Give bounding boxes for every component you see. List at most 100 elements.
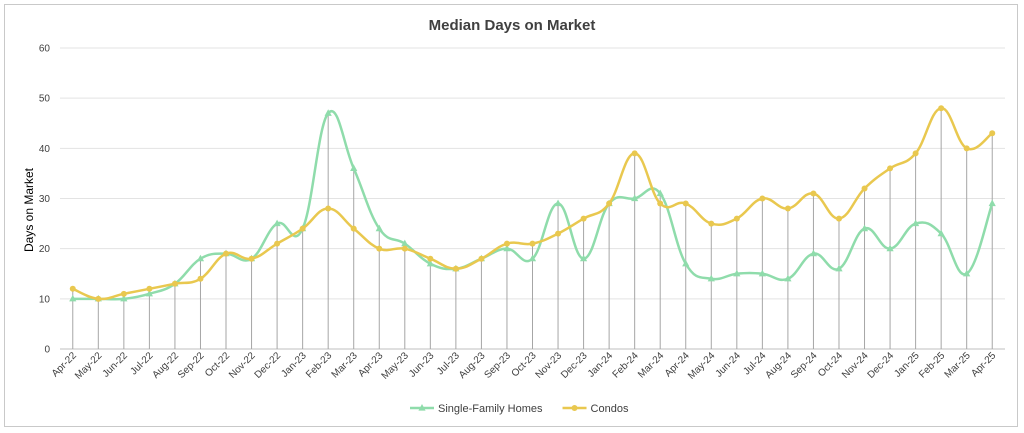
y-axis-ticks: 0 10 20 30 40 50 60	[39, 44, 51, 356]
data-point-single-family-homes	[912, 219, 920, 227]
data-point-single-family-homes	[375, 224, 383, 232]
chart-title: Median Days on Market	[429, 17, 596, 34]
data-point-single-family-homes	[426, 259, 434, 267]
x-tick-label: May-23	[380, 350, 412, 382]
data-point-condos	[733, 215, 740, 222]
y-axis-label: Days on Market	[22, 167, 36, 252]
data-point-single-family-homes	[350, 164, 358, 171]
data-point-condos	[376, 245, 383, 252]
data-point-condos	[912, 150, 919, 157]
data-point-condos	[350, 225, 357, 232]
data-point-single-family-homes	[758, 269, 766, 277]
data-point-condos	[835, 215, 842, 222]
data-point-condos	[989, 130, 996, 137]
data-point-condos	[682, 200, 689, 207]
x-tick-label: Nov-24	[840, 350, 871, 381]
data-point-condos	[452, 265, 459, 272]
data-point-single-family-homes	[707, 274, 715, 282]
data-point-single-family-homes	[196, 254, 205, 262]
data-point-single-family-homes	[145, 289, 153, 297]
data-point-condos	[631, 150, 638, 157]
data-point-condos	[69, 285, 76, 292]
data-point-condos	[120, 290, 127, 297]
data-point-single-family-homes	[809, 249, 818, 257]
data-point-condos	[223, 250, 230, 257]
data-point-single-family-homes	[631, 194, 639, 202]
x-tick-label: Jan-23	[279, 350, 309, 380]
data-point-condos	[529, 240, 536, 247]
data-point-condos	[708, 220, 715, 227]
data-point-condos	[887, 165, 894, 172]
y-tick-label: 20	[39, 244, 51, 255]
x-tick-label: Feb-24	[611, 350, 641, 380]
chart-frame	[4, 4, 1018, 427]
x-tick-label: Sep-24	[789, 350, 820, 381]
legend-label: Condos	[591, 403, 629, 415]
data-point-condos	[325, 205, 332, 212]
y-tick-label: 40	[39, 144, 51, 155]
data-point-condos	[606, 200, 613, 207]
data-point-single-family-homes	[120, 294, 128, 302]
drop-lines	[72, 108, 993, 349]
y-tick-label: 30	[39, 194, 51, 205]
x-tick-label: May-24	[686, 350, 718, 382]
legend: Single-Family Homes Condos	[410, 403, 629, 415]
data-point-condos	[861, 185, 868, 192]
x-tick-label: Sep-23	[482, 350, 513, 381]
y-tick-label: 50	[39, 94, 51, 105]
x-tick-label: Feb-25	[917, 350, 947, 380]
data-point-single-family-homes	[656, 189, 664, 197]
x-axis-ticks: Apr-22May-22Jun-22Jul-22Aug-22Sep-22Oct-…	[50, 350, 999, 382]
data-point-single-family-homes	[579, 254, 588, 262]
legend-marker	[418, 404, 426, 411]
data-point-condos	[503, 240, 510, 247]
data-point-single-family-homes	[554, 199, 562, 207]
data-point-single-family-homes	[860, 224, 869, 232]
data-point-condos	[197, 275, 204, 282]
x-tick-label: Dec-22	[253, 350, 284, 381]
x-tick-label: Dec-23	[559, 350, 590, 381]
data-point-single-family-homes	[401, 239, 409, 247]
data-point-condos	[810, 190, 817, 197]
x-tick-label: Jan-25	[892, 350, 922, 380]
x-tick-label: Aug-24	[763, 350, 794, 381]
x-tick-label: Jun-22	[101, 350, 131, 380]
data-point-condos	[580, 215, 587, 222]
data-point-single-family-homes	[324, 109, 332, 116]
x-tick-label: Jun-24	[714, 350, 744, 380]
data-point-single-family-homes	[988, 199, 996, 207]
legend-label: Single-Family Homes	[438, 403, 543, 415]
data-point-condos	[657, 200, 664, 207]
x-tick-label: Nov-22	[227, 350, 258, 381]
data-point-condos	[274, 240, 281, 247]
x-tick-label: Aug-23	[457, 350, 488, 381]
data-point-single-family-homes	[682, 259, 690, 267]
data-point-single-family-homes	[69, 294, 77, 302]
data-point-condos	[963, 145, 970, 152]
data-point-single-family-homes	[273, 219, 281, 227]
x-tick-label: Apr-25	[969, 350, 998, 379]
data-point-single-family-homes	[503, 244, 511, 252]
y-tick-label: 60	[39, 44, 51, 55]
x-tick-label: Sep-22	[176, 350, 207, 381]
x-tick-label: Jan-24	[586, 350, 616, 380]
data-point-condos	[759, 195, 766, 202]
x-tick-label: Mar-25	[943, 350, 973, 380]
data-point-condos	[555, 230, 562, 237]
data-point-single-family-homes	[835, 264, 843, 272]
data-point-single-family-homes	[886, 244, 894, 252]
data-point-condos	[784, 205, 791, 212]
data-point-condos	[95, 295, 102, 302]
legend-marker	[571, 405, 578, 411]
data-point-condos	[146, 285, 153, 292]
series-layer	[69, 105, 996, 302]
grid-lines	[60, 47, 1005, 350]
data-point-condos	[478, 255, 485, 262]
data-point-condos	[248, 255, 255, 262]
data-point-single-family-homes	[937, 229, 945, 237]
x-tick-label: Mar-23	[330, 350, 360, 380]
x-tick-label: Mar-24	[636, 350, 666, 380]
data-point-single-family-homes	[528, 254, 537, 262]
x-tick-label: Dec-24	[866, 350, 897, 381]
data-point-condos	[938, 105, 945, 112]
